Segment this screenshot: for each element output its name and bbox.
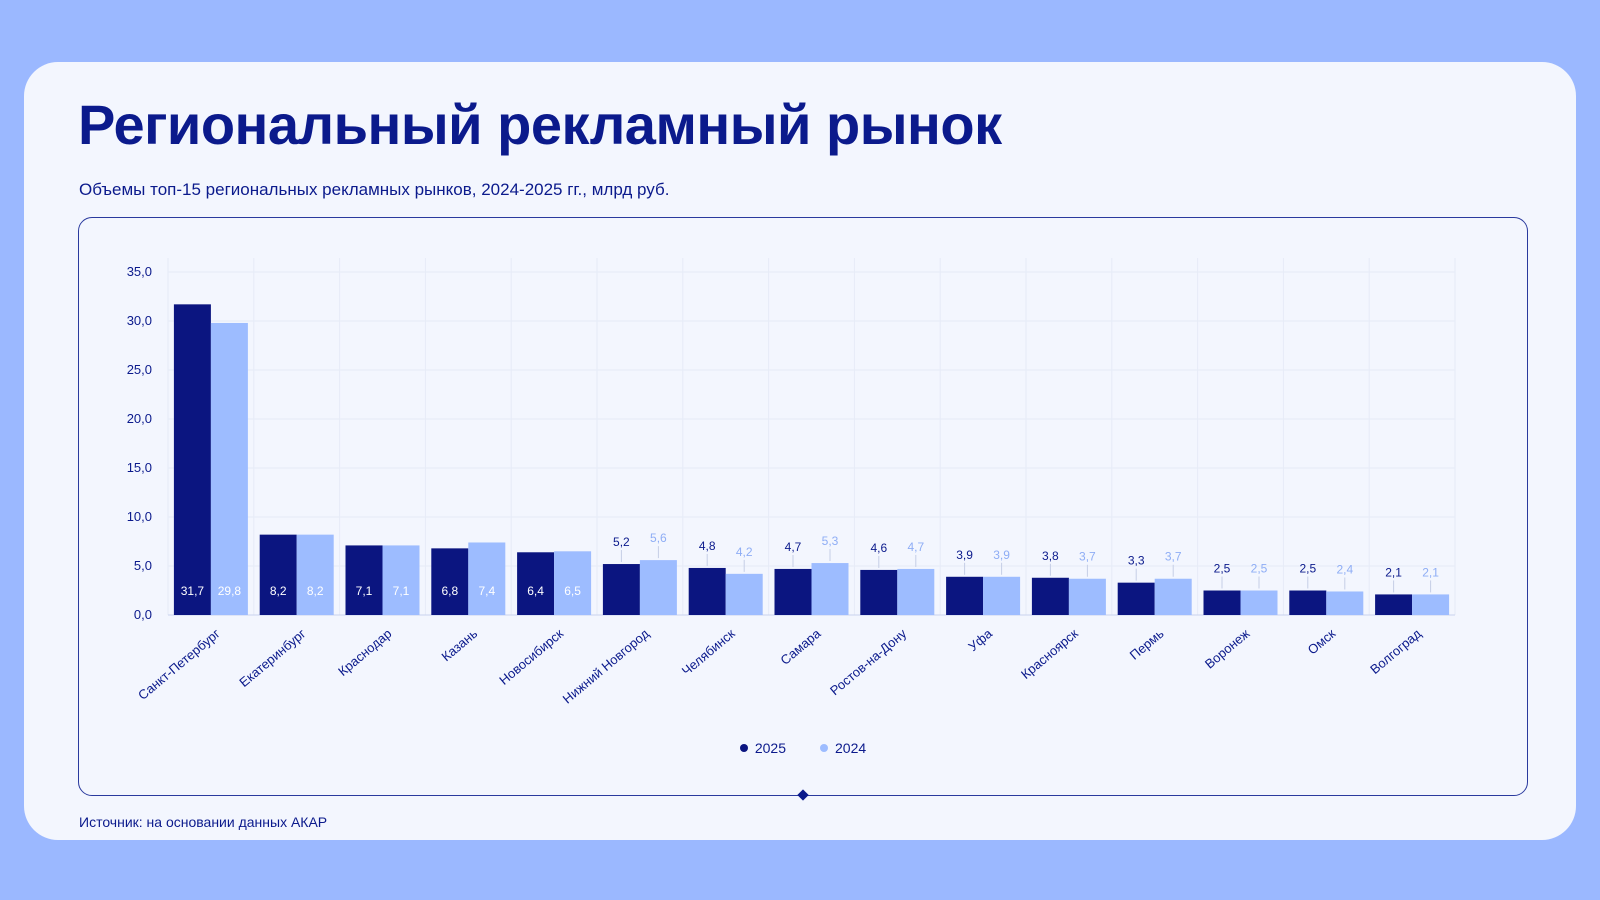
- bar-2025: [345, 545, 383, 615]
- bar-2025: [1117, 582, 1155, 615]
- bar-2024: [1412, 594, 1450, 615]
- data-label-2025: 3,8: [1042, 549, 1059, 563]
- legend-label-2025: 2025: [754, 740, 786, 756]
- bar-2025: [517, 552, 555, 615]
- bar-2025: [688, 567, 726, 615]
- page-title: Региональный рекламный рынок: [78, 93, 1002, 156]
- bar-2025: [602, 564, 640, 615]
- data-label-2025: 4,8: [699, 539, 716, 553]
- bar-2025: [946, 576, 984, 615]
- bar-2024: [811, 563, 849, 615]
- y-tick-label: 20,0: [127, 411, 152, 426]
- x-category-label: Санкт-Петербург: [135, 626, 223, 703]
- bar-2024: [1326, 591, 1364, 615]
- bar-2025: [431, 548, 469, 615]
- bar-2024: [983, 576, 1021, 615]
- data-label-2025: 8,2: [270, 584, 287, 598]
- data-label-2024: 4,2: [736, 545, 753, 559]
- x-category-label: Нижний Новгород: [560, 626, 652, 707]
- y-tick-label: 15,0: [127, 460, 152, 475]
- data-label-2024: 29,8: [218, 584, 242, 598]
- legend-item-2025: 2025: [739, 740, 786, 756]
- bar-2025: [259, 534, 297, 615]
- bar-2024: [554, 551, 592, 615]
- x-category-label: Ростов-на-Дону: [827, 625, 910, 698]
- data-label-2025: 5,2: [613, 535, 630, 549]
- bar-2024: [1068, 578, 1106, 615]
- bar-2025: [860, 569, 898, 615]
- legend-dot-2024: [820, 744, 828, 752]
- x-category-label: Пермь: [1127, 626, 1167, 663]
- x-category-label: Волгоград: [1367, 626, 1424, 677]
- bar-2025: [1031, 577, 1069, 615]
- x-category-label: Казань: [439, 626, 481, 665]
- bar-2024: [725, 573, 763, 615]
- x-category-label: Воронеж: [1202, 626, 1253, 672]
- y-tick-label: 25,0: [127, 362, 152, 377]
- data-label-2024: 5,3: [822, 534, 839, 548]
- legend-label-2024: 2024: [835, 740, 867, 756]
- data-label-2024: 8,2: [307, 584, 324, 598]
- data-label-2024: 3,7: [1165, 550, 1182, 564]
- data-label-2025: 31,7: [181, 584, 205, 598]
- data-label-2024: 2,4: [1336, 562, 1353, 576]
- x-category-label: Уфа: [965, 625, 995, 654]
- data-label-2024: 6,5: [564, 584, 581, 598]
- legend-dot-2025: [739, 744, 748, 752]
- x-category-label: Екатеринбург: [236, 626, 308, 690]
- legend-item-2024: 2024: [820, 740, 866, 756]
- chart-legend: 2025 2024: [79, 740, 1527, 756]
- bar-2024: [468, 542, 506, 615]
- bar-2025: [173, 304, 211, 615]
- y-tick-label: 5,0: [134, 558, 152, 573]
- slide-card: Региональный рекламный рынок Объемы топ-…: [24, 62, 1576, 840]
- data-label-2024: 7,4: [478, 584, 495, 598]
- data-label-2024: 2,1: [1422, 565, 1439, 579]
- x-category-label: Омск: [1305, 626, 1339, 658]
- bar-2024: [382, 545, 420, 615]
- data-label-2025: 2,5: [1299, 562, 1316, 576]
- data-label-2025: 6,4: [527, 584, 544, 598]
- y-tick-label: 30,0: [127, 313, 152, 328]
- x-category-label: Челябинск: [679, 626, 738, 679]
- y-tick-label: 0,0: [134, 607, 152, 622]
- data-label-2024: 5,6: [650, 531, 667, 545]
- bar-2025: [1289, 590, 1327, 615]
- data-label-2024: 2,5: [1251, 562, 1268, 576]
- y-tick-label: 10,0: [127, 509, 152, 524]
- data-label-2024: 7,1: [393, 584, 410, 598]
- data-label-2025: 4,7: [785, 540, 802, 554]
- data-label-2025: 6,8: [441, 584, 458, 598]
- bar-chart: 0,0 5,0 10,0 15,0 20,0 25,0 30,0 35,0 31,7 29,8 Са…: [127, 258, 1456, 707]
- data-label-2025: 4,6: [870, 541, 887, 555]
- x-category-label: Самара: [777, 625, 824, 667]
- bar-2024: [1240, 590, 1278, 615]
- bar-2024: [210, 322, 248, 615]
- data-label-2025: 2,1: [1385, 565, 1402, 579]
- data-label-2025: 2,5: [1214, 562, 1231, 576]
- data-label-2025: 3,9: [956, 548, 973, 562]
- bar-2024: [296, 534, 334, 615]
- bar-2025: [1375, 594, 1413, 615]
- bar-2024: [897, 568, 935, 615]
- data-label-2024: 3,9: [993, 548, 1010, 562]
- data-label-2025: 3,3: [1128, 554, 1145, 568]
- bar-2025: [774, 568, 812, 615]
- source-note: Источник: на основании данных АКАР: [79, 814, 328, 830]
- bar-2025: [1203, 590, 1241, 615]
- y-tick-label: 35,0: [127, 264, 152, 279]
- data-label-2025: 7,1: [356, 584, 373, 598]
- chart-subtitle: Объемы топ-15 региональных рекламных рын…: [79, 180, 670, 199]
- x-category-label: Красноярск: [1018, 626, 1081, 682]
- bar-2024: [1154, 578, 1192, 615]
- x-category-label: Новосибирск: [496, 626, 566, 688]
- x-category-label: Краснодар: [335, 626, 394, 679]
- data-label-2024: 4,7: [907, 540, 924, 554]
- chart-frame: 0,0 5,0 10,0 15,0 20,0 25,0 30,0 35,0 31,7 29,8 Са…: [78, 217, 1528, 796]
- bar-2024: [639, 560, 677, 615]
- data-label-2024: 3,7: [1079, 550, 1096, 564]
